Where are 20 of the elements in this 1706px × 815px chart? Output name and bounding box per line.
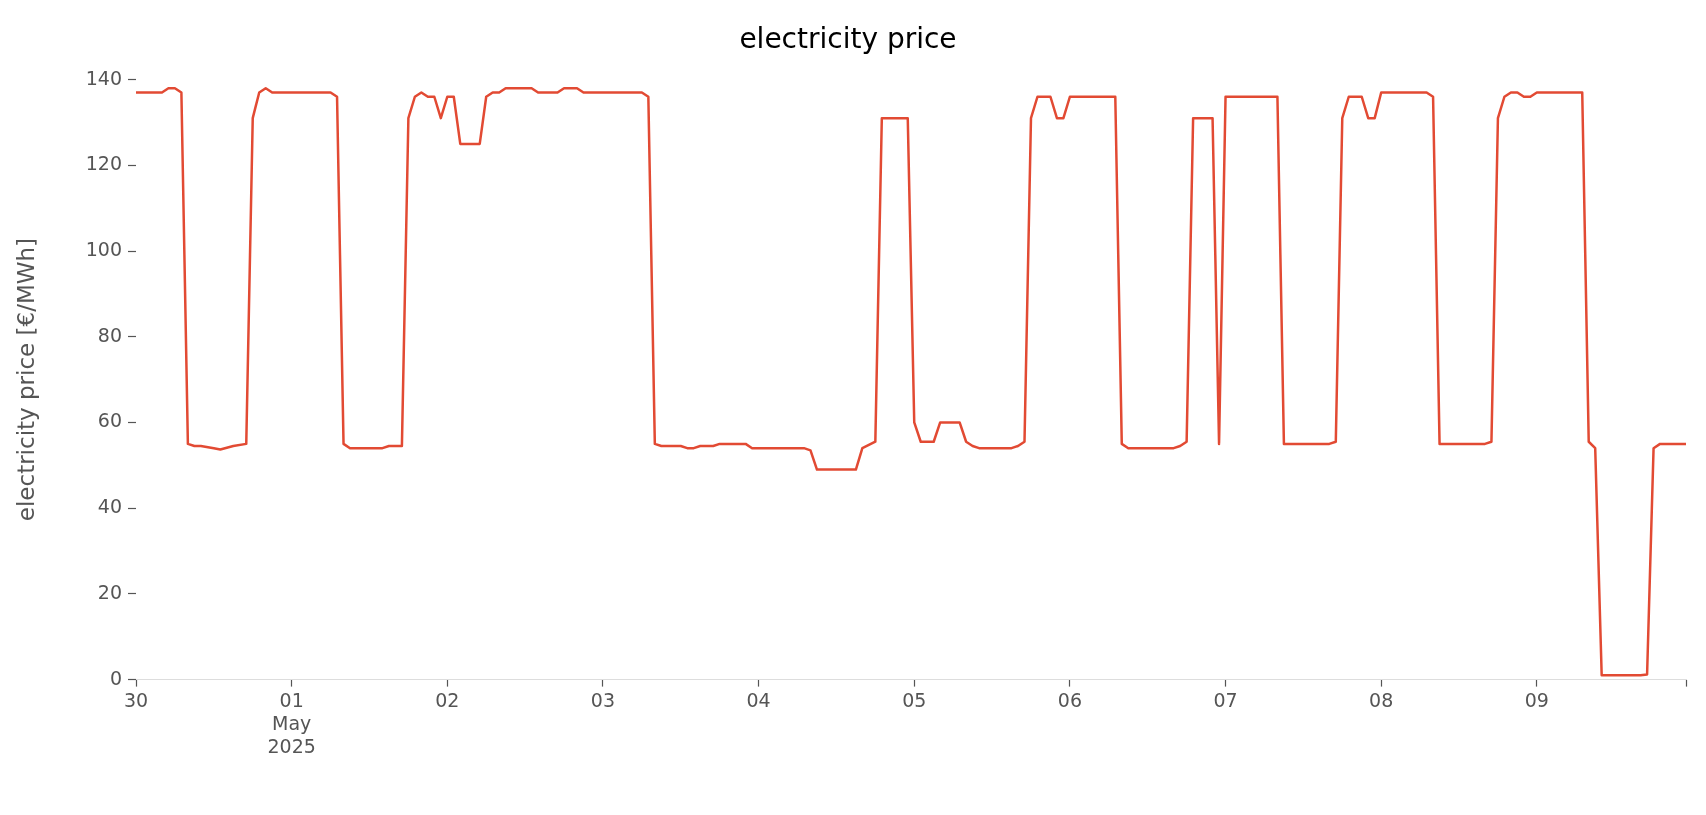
y-tick-label: 100 <box>85 237 122 260</box>
x-tick-label: 03 <box>590 688 616 711</box>
y-tick-label: 120 <box>85 152 122 175</box>
x-tick-label: 02 <box>435 688 460 711</box>
y-tick-label: 0 <box>109 666 122 689</box>
chart-title: electricity price <box>739 22 957 56</box>
x-tick-label: 06 <box>1057 688 1082 711</box>
x-tick-label: 08 <box>1369 688 1394 711</box>
y-tick-label: 80 <box>97 323 122 346</box>
y-tick-label: 140 <box>85 66 122 89</box>
y-tick-label: 20 <box>97 580 122 603</box>
x-tick-label: 07 <box>1213 688 1238 711</box>
y-axis-title: electricity price [€/MWh] <box>12 237 39 522</box>
x-tick-label: 05 <box>902 688 927 711</box>
y-tick-label: 60 <box>97 409 122 432</box>
x-tick-label: 04 <box>746 688 771 711</box>
x-tick-label: 09 <box>1524 688 1549 711</box>
x-tick-label: 30 <box>123 688 149 711</box>
x-tick-label: 01 May 2025 <box>267 688 316 757</box>
y-tick-label: 40 <box>97 495 122 518</box>
